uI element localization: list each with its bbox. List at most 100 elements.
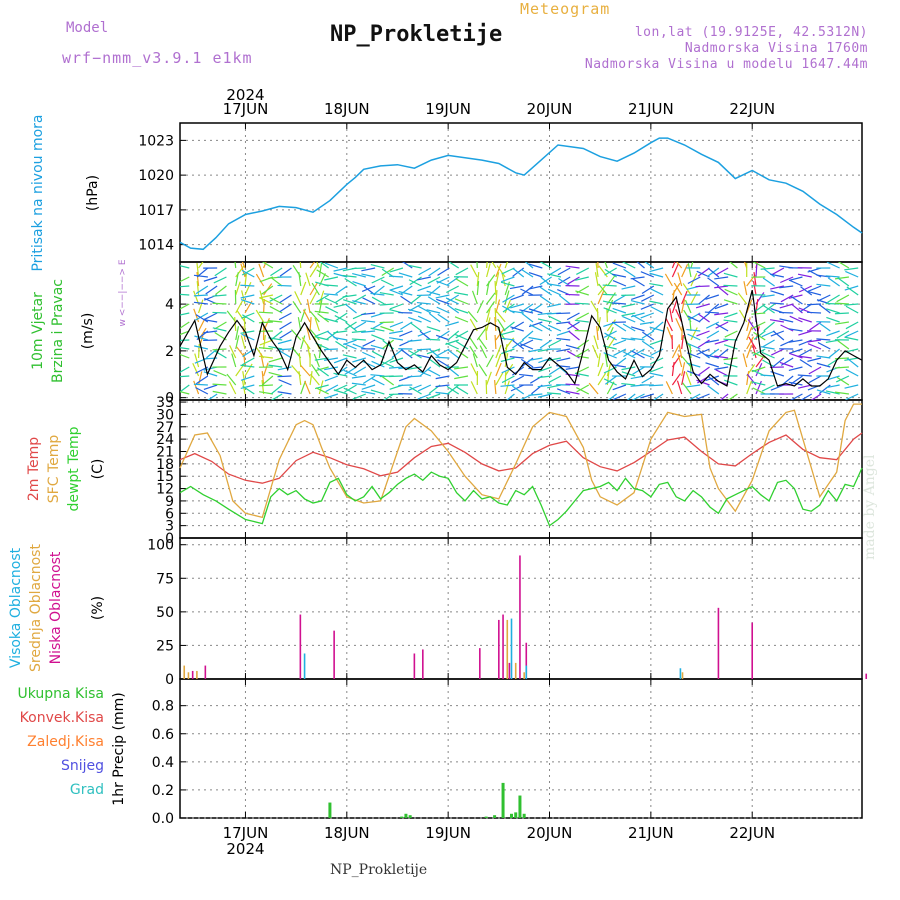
wind-arrow — [844, 357, 859, 361]
wind-arrow — [696, 348, 710, 356]
wind-arrow — [696, 330, 710, 337]
wind-arrow — [547, 288, 562, 296]
wind-arrow — [834, 357, 849, 360]
wind-arrow — [194, 353, 200, 368]
wind-arrow — [640, 271, 655, 278]
cloud-bar — [422, 649, 424, 679]
wind-arrow — [409, 386, 422, 395]
wind-arrow — [827, 294, 840, 303]
wind-arrow — [751, 381, 766, 386]
wind-arrow — [351, 267, 366, 270]
wind-arrow — [760, 267, 775, 270]
wind-arrow — [664, 273, 673, 287]
wind-arrow — [753, 330, 766, 340]
wind-arrow — [324, 297, 339, 305]
wind-arrow — [669, 308, 673, 323]
wind-arrow — [417, 393, 432, 400]
wind-arrow — [242, 385, 255, 395]
wind-arrow — [409, 276, 422, 286]
wind-arrow — [622, 262, 636, 269]
wind-arrow — [567, 322, 580, 332]
wind-arrow — [597, 362, 604, 377]
wind-arrow — [455, 267, 469, 276]
wind-arrow — [197, 371, 203, 386]
wind-arrow — [435, 356, 450, 359]
wind-arrow — [502, 303, 515, 313]
precip-bar — [404, 813, 408, 818]
wind-arrow — [509, 285, 524, 290]
wind-arrow — [612, 280, 627, 287]
wind-arrow — [437, 267, 450, 276]
wind-arrow — [846, 357, 859, 368]
wind-arrow — [410, 294, 422, 305]
wind-arrow — [719, 393, 729, 400]
wind-arrow — [640, 352, 655, 359]
wind-arrow — [650, 288, 664, 296]
wind-arrow — [521, 312, 534, 323]
wind-arrow — [845, 393, 859, 400]
wind-arrow — [313, 353, 320, 368]
wind-arrow — [671, 373, 681, 386]
wind-arrow — [235, 364, 245, 377]
wind-arrow — [528, 393, 543, 396]
wind-arrow — [621, 382, 636, 386]
y-tick-label: 1017 — [138, 203, 174, 219]
wind-arrow — [528, 348, 543, 353]
wind-arrow — [671, 362, 675, 377]
cloud-bar — [525, 665, 528, 679]
wind-arrow — [352, 272, 366, 278]
wind-arrow — [837, 277, 850, 287]
wind-arrow — [240, 294, 255, 299]
precip-legend-label: Ukupna Kisa — [17, 686, 104, 702]
wind-arrow — [623, 348, 636, 358]
wind-arrow — [816, 338, 831, 341]
wind-arrow — [755, 355, 765, 368]
wind-arrow — [519, 373, 534, 377]
wind-arrow — [504, 344, 508, 359]
cloud-bar — [751, 622, 754, 679]
wind-arrow — [574, 319, 589, 323]
wind-arrow — [343, 299, 357, 305]
wind-arrow — [707, 277, 720, 287]
wind-arrow — [435, 384, 450, 388]
wind-arrow — [241, 262, 246, 269]
wind-arrow — [604, 353, 608, 368]
wind-arrow — [697, 366, 710, 376]
wind-arrow — [707, 375, 720, 386]
wind-arrow — [723, 344, 738, 350]
y-tick-label: 9 — [165, 494, 174, 510]
wind-arrow — [454, 291, 469, 296]
wind-arrow — [807, 311, 822, 314]
wind-arrow — [445, 321, 459, 327]
wind-arrow — [686, 328, 701, 332]
wind-arrow — [446, 285, 459, 294]
wind-arrow — [816, 362, 831, 368]
wind-arrow — [501, 267, 515, 275]
wind-arrow — [380, 325, 394, 332]
wind-arrow — [435, 391, 450, 395]
wind-arrow — [447, 330, 460, 341]
wind-arrow — [557, 276, 571, 285]
wind-arrow — [613, 348, 627, 356]
wind-arrow — [343, 342, 357, 350]
wind-arrow — [845, 368, 859, 377]
wind-arrow — [300, 380, 307, 395]
wind-arrow — [467, 310, 478, 323]
wind-arrow — [301, 337, 311, 350]
wind-arrow — [746, 326, 753, 341]
wind-arrow — [370, 292, 385, 296]
y-tick-label: 0.4 — [152, 755, 174, 771]
wind-arrow — [681, 371, 686, 386]
wind-arrow — [235, 281, 241, 296]
wind-arrow — [632, 314, 645, 323]
wind-arrow — [780, 276, 794, 284]
wind-arrow — [379, 292, 394, 296]
x-tick-label-bottom: 17JUN — [223, 824, 269, 842]
wind-arrow — [510, 303, 524, 309]
cloud-unit-label: (%) — [90, 596, 106, 620]
wind-arrow — [652, 321, 664, 332]
wind-arrow — [763, 321, 775, 332]
wind-arrow — [447, 384, 460, 395]
wind-arrow — [597, 372, 607, 386]
